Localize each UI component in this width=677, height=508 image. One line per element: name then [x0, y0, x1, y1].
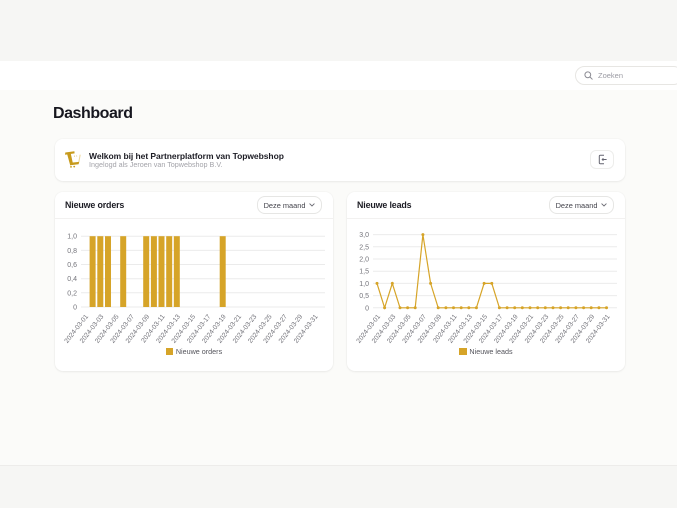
svg-text:2,0: 2,0: [359, 257, 369, 264]
svg-text:0: 0: [365, 305, 369, 312]
svg-text:1,0: 1,0: [359, 281, 369, 288]
svg-text:0,4: 0,4: [67, 276, 77, 283]
svg-text:0,6: 0,6: [67, 262, 77, 269]
svg-text:2,5: 2,5: [359, 244, 369, 251]
svg-text:0,8: 0,8: [67, 248, 77, 255]
svg-text:1,5: 1,5: [359, 269, 369, 276]
svg-text:0: 0: [73, 305, 77, 312]
svg-text:0,5: 0,5: [359, 293, 369, 300]
svg-text:3,0: 3,0: [359, 232, 369, 239]
svg-text:0,2: 0,2: [67, 290, 77, 297]
svg-text:1,0: 1,0: [67, 234, 77, 241]
